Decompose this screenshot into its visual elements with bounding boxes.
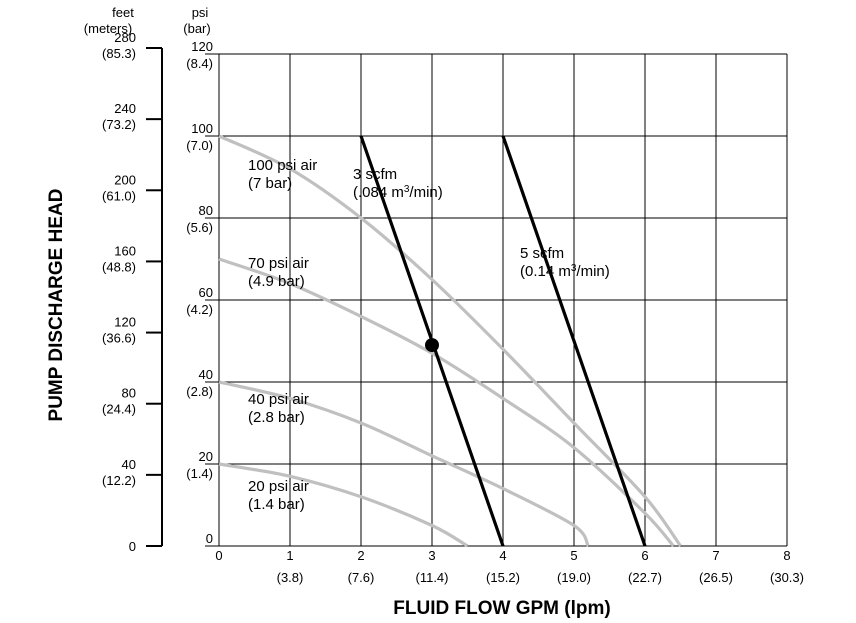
- psi-tick-sublabel: (5.6): [186, 220, 213, 235]
- air-pressure-curve: [218, 380, 590, 547]
- feet-tick-sublabel: (36.6): [102, 331, 136, 346]
- feet-axis: feet(meters) 0 40(12.2) 80(24.4) 120(36.6) 16…: [84, 5, 163, 554]
- psi-tick-label: 80: [199, 203, 213, 218]
- air-pressure-curve: [218, 257, 675, 548]
- operating-point-marker: [425, 338, 439, 353]
- feet-tick-label: 80: [122, 386, 136, 401]
- feet-tick-label: 0: [129, 539, 136, 554]
- psi-tick-sublabel: (2.8): [186, 384, 213, 399]
- psi-axis: psi(bar) 0 20 (1.4) 40 (2.8) 60 (4.2) 80 (5.6) 100…: [183, 5, 219, 547]
- curve-label: 40 psi air: [248, 391, 309, 408]
- air-pressure-curve: [218, 462, 469, 548]
- feet-tick-sublabel: (73.2): [102, 117, 136, 132]
- scfm-label-metric: (0.14 m3/min): [520, 263, 610, 280]
- x-axis: 0 1 (3.8) 2 (7.6) 3 (11.4) 4 (15.2) 5 (19.0) 6 (22.7…: [215, 548, 804, 585]
- air-consumption-lines: [359, 135, 647, 547]
- feet-tick-label: 240: [114, 101, 136, 116]
- psi-tick-sublabel: (8.4): [186, 56, 213, 71]
- air-pressure-curves: [218, 134, 682, 548]
- x-axis-title: FLUID FLOW GPM (lpm): [393, 598, 610, 619]
- curve-label: 70 psi air: [248, 255, 309, 272]
- curve-label-bar: (1.4 bar): [248, 496, 305, 513]
- psi-axis-header: psi: [192, 5, 209, 20]
- feet-tick-sublabel: (61.0): [102, 188, 136, 203]
- air-pressure-curve: [218, 134, 682, 547]
- x-tick-label: 6: [641, 548, 648, 563]
- x-tick-sublabel: (3.8): [277, 570, 304, 585]
- scfm-line: [501, 135, 647, 547]
- curve-label: 20 psi air: [248, 478, 309, 495]
- series-labels: 100 psi air(7 bar) 70 psi air(4.9 bar) 40 …: [248, 157, 610, 513]
- x-tick-label: 2: [357, 548, 364, 563]
- scfm-label: 3 scfm: [353, 166, 397, 183]
- psi-tick-label: 20: [199, 449, 213, 464]
- feet-tick-label: 200: [114, 172, 136, 187]
- x-tick-label: 7: [712, 548, 719, 563]
- x-tick-label: 4: [499, 548, 506, 563]
- scfm-label: 5 scfm: [520, 245, 564, 262]
- curve-label-bar: (4.9 bar): [248, 273, 305, 290]
- feet-tick-sublabel: (85.3): [102, 46, 136, 61]
- psi-tick-sublabel: (1.4): [186, 466, 213, 481]
- x-tick-sublabel: (30.3): [770, 570, 804, 585]
- x-tick-sublabel: (7.6): [348, 570, 375, 585]
- feet-tick-sublabel: (24.4): [102, 402, 136, 417]
- x-tick-label: 1: [286, 548, 293, 563]
- x-tick-label: 3: [428, 548, 435, 563]
- x-tick-sublabel: (11.4): [416, 570, 449, 585]
- psi-tick-label: 120: [191, 39, 213, 54]
- curve-label-bar: (7 bar): [248, 175, 292, 192]
- feet-tick-label: 40: [122, 457, 136, 472]
- grid: [218, 53, 788, 547]
- psi-tick-label: 100: [191, 121, 213, 136]
- x-tick-label: 5: [570, 548, 577, 563]
- feet-tick-sublabel: (12.2): [102, 473, 136, 488]
- psi-tick-sublabel: (4.2): [186, 302, 213, 317]
- curve-label: 100 psi air: [248, 157, 317, 174]
- psi-tick-sublabel: (7.0): [186, 138, 213, 153]
- curve-label-bar: (2.8 bar): [248, 409, 305, 426]
- x-tick-label: 8: [783, 548, 790, 563]
- feet-tick-label: 280: [114, 30, 136, 45]
- x-tick-sublabel: (22.7): [628, 570, 662, 585]
- x-tick-label: 0: [215, 548, 222, 563]
- psi-tick-label: 60: [199, 285, 213, 300]
- x-tick-sublabel: (26.5): [699, 570, 733, 585]
- psi-tick-label: 0: [206, 531, 213, 546]
- x-tick-sublabel: (19.0): [557, 570, 591, 585]
- y-axis-title: PUMP DISCHARGE HEAD: [46, 189, 67, 422]
- feet-axis-header: feet: [112, 5, 134, 20]
- feet-tick-label: 160: [114, 243, 136, 258]
- x-tick-sublabel: (15.2): [486, 570, 520, 585]
- feet-tick-sublabel: (48.8): [102, 259, 136, 274]
- scfm-label-metric: (.084 m3/min): [353, 184, 443, 201]
- psi-tick-label: 40: [199, 367, 213, 382]
- feet-axis-header-unit: (meters): [84, 21, 132, 36]
- psi-axis-header-unit: (bar): [183, 21, 210, 36]
- feet-tick-label: 120: [114, 315, 136, 330]
